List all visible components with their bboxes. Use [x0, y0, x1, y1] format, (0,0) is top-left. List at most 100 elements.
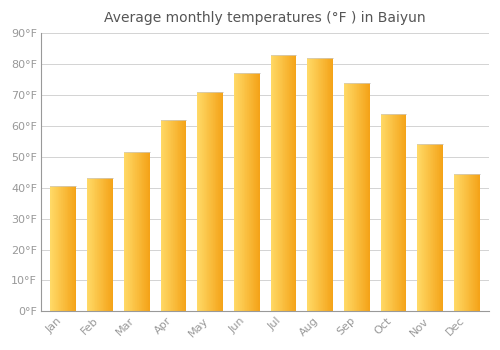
Bar	[466, 174, 467, 311]
Bar	[252, 74, 253, 311]
Bar	[96, 178, 97, 311]
Bar	[459, 174, 460, 311]
Bar	[472, 174, 474, 311]
Bar	[254, 74, 255, 311]
Bar	[66, 186, 67, 311]
Bar	[271, 55, 272, 311]
Bar	[210, 92, 212, 311]
Bar	[93, 178, 94, 311]
Bar	[166, 120, 167, 311]
Bar	[60, 186, 62, 311]
Bar	[294, 55, 295, 311]
Bar	[400, 113, 401, 311]
Bar	[368, 83, 369, 311]
Bar	[401, 113, 402, 311]
Bar	[90, 178, 91, 311]
Bar	[125, 152, 126, 311]
Bar	[462, 174, 463, 311]
Bar	[348, 83, 349, 311]
Bar	[136, 152, 138, 311]
Bar	[219, 92, 220, 311]
Bar	[54, 186, 55, 311]
Bar	[165, 120, 166, 311]
Bar	[209, 92, 210, 311]
Bar	[127, 152, 128, 311]
Bar	[148, 152, 149, 311]
Bar	[382, 113, 383, 311]
Bar	[331, 58, 332, 311]
Bar	[479, 174, 480, 311]
Bar	[259, 74, 260, 311]
Bar	[354, 83, 355, 311]
Bar	[222, 92, 223, 311]
Bar	[387, 113, 388, 311]
Bar	[428, 145, 429, 311]
Bar	[273, 55, 274, 311]
Bar	[56, 186, 57, 311]
Bar	[221, 92, 222, 311]
Bar	[50, 186, 51, 311]
Bar	[420, 145, 421, 311]
Bar	[162, 120, 163, 311]
Bar	[53, 186, 54, 311]
Bar	[311, 58, 312, 311]
Bar	[313, 58, 314, 311]
Bar	[170, 120, 171, 311]
Bar	[329, 58, 330, 311]
Bar	[362, 83, 363, 311]
Bar	[87, 178, 88, 311]
Bar	[463, 174, 464, 311]
Bar	[257, 74, 258, 311]
Bar	[363, 83, 364, 311]
Bar	[457, 174, 458, 311]
Bar	[319, 58, 320, 311]
Bar	[73, 186, 74, 311]
Bar	[248, 74, 250, 311]
Bar	[295, 55, 296, 311]
Bar	[391, 113, 392, 311]
Bar	[236, 74, 237, 311]
Bar	[212, 92, 214, 311]
Bar	[146, 152, 147, 311]
Bar	[161, 120, 162, 311]
Bar	[100, 178, 102, 311]
Bar	[218, 92, 219, 311]
Bar	[425, 145, 426, 311]
Bar	[386, 113, 387, 311]
Bar	[388, 113, 389, 311]
Bar	[458, 174, 459, 311]
Bar	[350, 83, 351, 311]
Bar	[310, 58, 311, 311]
Bar	[206, 92, 207, 311]
Bar	[105, 178, 106, 311]
Bar	[256, 74, 257, 311]
Bar	[349, 83, 350, 311]
Bar	[71, 186, 72, 311]
Bar	[59, 186, 60, 311]
Bar	[68, 186, 69, 311]
Bar	[94, 178, 95, 311]
Bar	[246, 74, 248, 311]
Bar	[384, 113, 385, 311]
Bar	[398, 113, 400, 311]
Bar	[181, 120, 182, 311]
Bar	[184, 120, 185, 311]
Bar	[255, 74, 256, 311]
Bar	[421, 145, 422, 311]
Bar	[293, 55, 294, 311]
Bar	[280, 55, 281, 311]
Bar	[141, 152, 142, 311]
Bar	[202, 92, 203, 311]
Bar	[138, 152, 139, 311]
Bar	[439, 145, 440, 311]
Bar	[147, 152, 148, 311]
Bar	[234, 74, 235, 311]
Bar	[476, 174, 477, 311]
Bar	[171, 120, 172, 311]
Bar	[469, 174, 470, 311]
Bar	[369, 83, 370, 311]
Bar	[110, 178, 111, 311]
Bar	[106, 178, 107, 311]
Bar	[253, 74, 254, 311]
Bar	[402, 113, 403, 311]
